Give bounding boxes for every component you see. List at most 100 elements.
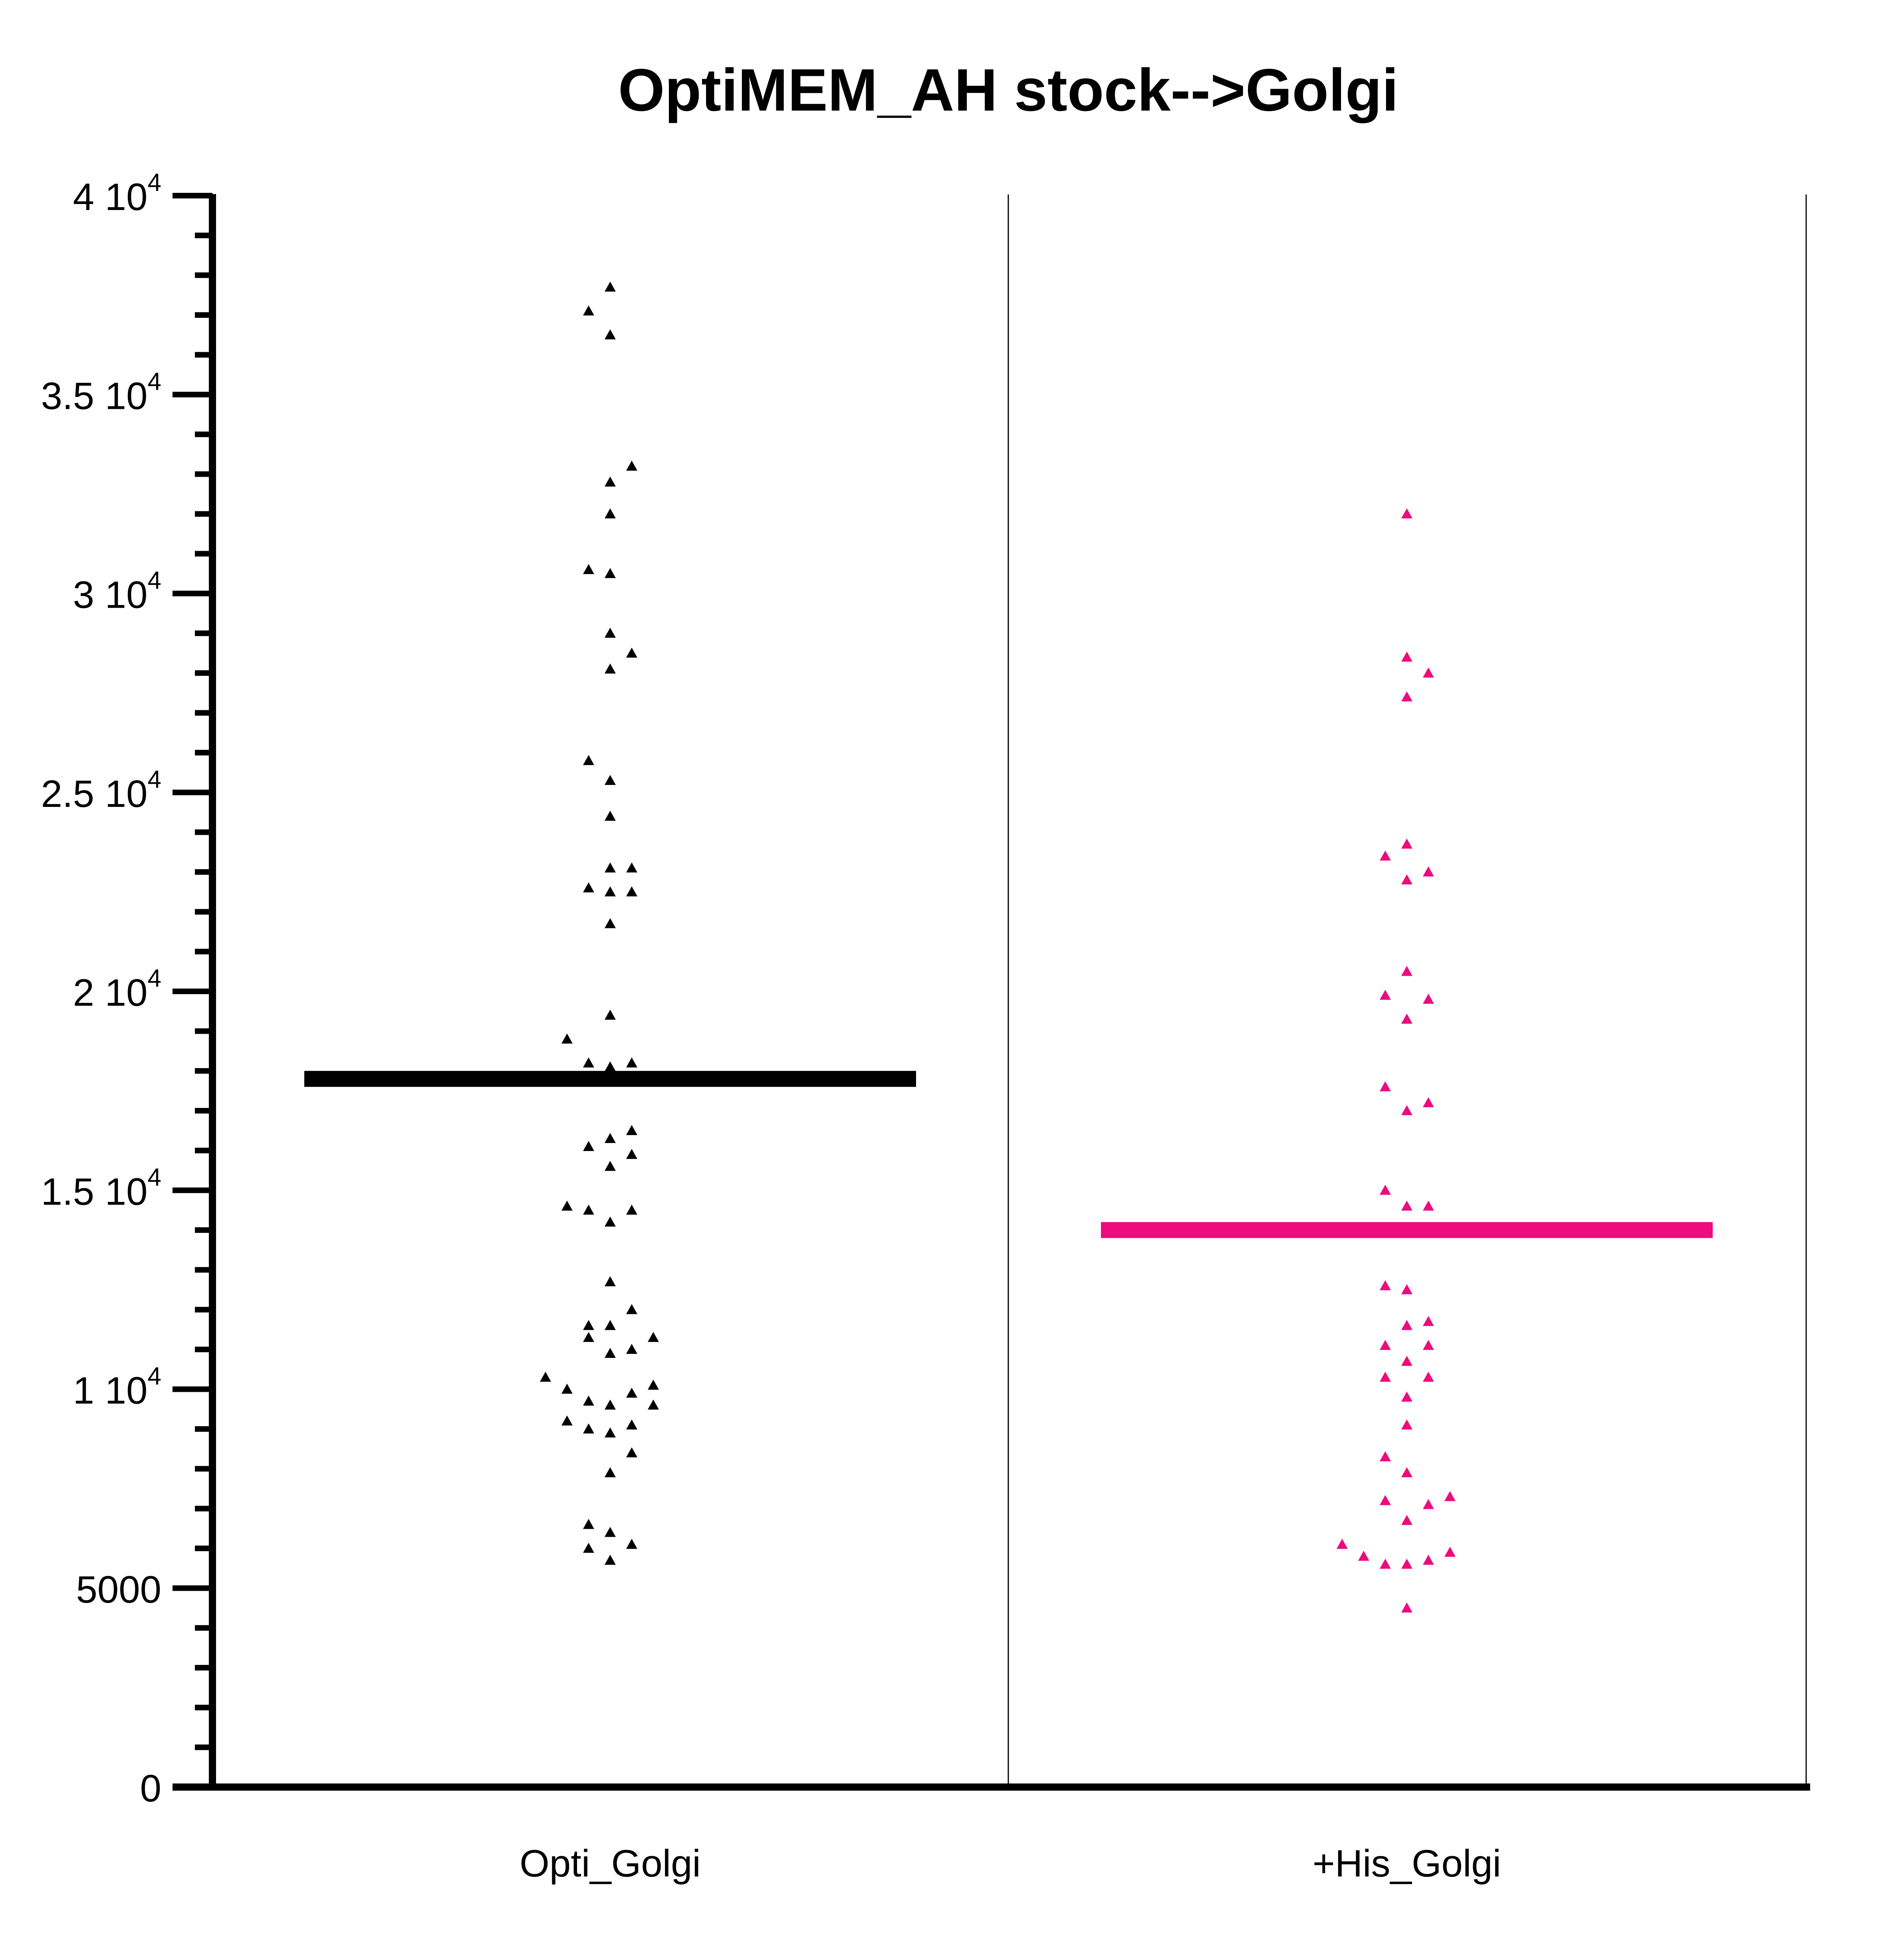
data-point-triangle	[605, 476, 616, 487]
data-point-triangle	[1444, 1547, 1456, 1557]
data-point-triangle	[626, 647, 637, 658]
data-point-triangle	[605, 568, 616, 578]
data-point-triangle	[605, 663, 616, 674]
data-point-triangle	[626, 1447, 637, 1458]
data-point-triangle	[1401, 1391, 1412, 1402]
data-point-triangle	[1401, 1355, 1412, 1366]
data-point-triangle	[561, 1201, 573, 1211]
data-point-triangle	[1337, 1539, 1348, 1549]
data-point-triangle	[583, 1057, 594, 1068]
data-point-triangle	[1401, 651, 1412, 662]
data-point-triangle	[1401, 1515, 1412, 1525]
y-tick-label-mantissa: 0	[140, 1767, 161, 1810]
data-point-triangle	[561, 1415, 573, 1426]
data-point-triangle	[1401, 1419, 1412, 1430]
data-point-triangle	[626, 1343, 637, 1354]
data-point-triangle	[626, 1419, 637, 1430]
data-point-triangle	[605, 281, 616, 292]
data-point-triangle	[626, 1149, 637, 1159]
data-point-triangle	[1380, 1185, 1391, 1195]
data-point-triangle	[1401, 874, 1412, 885]
data-point-triangle	[605, 628, 616, 638]
data-point-triangle	[605, 1427, 616, 1438]
data-point-triangle	[1380, 1371, 1391, 1382]
data-points	[540, 281, 1456, 1613]
data-point-triangle	[1423, 1340, 1434, 1350]
data-point-triangle	[583, 1543, 594, 1553]
y-tick-label-mantissa: 1.5 10	[41, 1170, 148, 1213]
data-point-triangle	[1401, 1105, 1412, 1116]
data-point-triangle	[605, 1161, 616, 1171]
y-tick-label-mantissa: 2 10	[73, 971, 148, 1014]
data-point-triangle	[583, 1519, 594, 1529]
data-point-triangle	[583, 1205, 594, 1215]
y-tick-label: 2 104	[73, 965, 161, 1014]
y-tick-label-exponent: 4	[148, 368, 161, 395]
data-point-triangle	[626, 1304, 637, 1314]
y-tick-label-exponent: 4	[148, 1163, 161, 1191]
x-category-label: Opti_Golgi	[520, 1842, 701, 1885]
data-point-triangle	[648, 1379, 659, 1390]
y-tick-label: 3 104	[73, 567, 161, 616]
y-tick-label: 4 104	[73, 169, 161, 218]
y-tick-label: 5000	[76, 1568, 161, 1611]
data-point-triangle	[605, 886, 616, 897]
data-point-triangle	[1401, 1284, 1412, 1294]
mean-lines	[304, 1071, 1713, 1238]
data-point-triangle	[605, 1399, 616, 1410]
data-point-triangle	[605, 508, 616, 519]
data-point-triangle	[540, 1371, 551, 1382]
data-point-triangle	[605, 1133, 616, 1143]
data-point-triangle	[1423, 667, 1434, 678]
y-tick-label-exponent: 4	[148, 1363, 161, 1390]
data-point-triangle	[583, 882, 594, 893]
y-tick-label-mantissa: 5000	[76, 1568, 161, 1611]
y-tick-label: 1 104	[73, 1363, 161, 1412]
data-point-triangle	[1380, 1451, 1391, 1462]
data-point-triangle	[605, 1320, 616, 1330]
data-point-triangle	[1401, 1320, 1412, 1330]
data-point-triangle	[1380, 1340, 1391, 1350]
data-point-triangle	[1423, 1371, 1434, 1382]
data-point-triangle	[583, 1332, 594, 1342]
data-point-triangle	[1380, 989, 1391, 1000]
data-point-triangle	[583, 1320, 594, 1330]
y-tick-label: 1.5 104	[41, 1163, 161, 1213]
data-point-triangle	[583, 1395, 594, 1406]
data-point-triangle	[1444, 1491, 1456, 1501]
y-tick-label-mantissa: 1 10	[73, 1369, 148, 1412]
data-point-triangle	[605, 1347, 616, 1358]
data-point-triangle	[648, 1332, 659, 1342]
y-tick-label-exponent: 4	[148, 567, 161, 594]
data-point-triangle	[626, 1057, 637, 1068]
data-point-triangle	[605, 329, 616, 339]
data-point-triangle	[626, 862, 637, 873]
data-point-triangle	[626, 886, 637, 897]
data-point-triangle	[1401, 1201, 1412, 1211]
data-point-triangle	[605, 810, 616, 821]
data-point-triangle	[1401, 1602, 1412, 1613]
data-point-triangle	[583, 1423, 594, 1434]
x-axis: Opti_Golgi +His_Golgi	[173, 1783, 1810, 1885]
data-point-triangle	[648, 1399, 659, 1410]
data-point-triangle	[561, 1033, 573, 1044]
data-point-triangle	[1423, 1201, 1434, 1211]
data-point-triangle	[1423, 1097, 1434, 1108]
data-point-triangle	[1423, 1316, 1434, 1326]
data-point-triangle	[605, 775, 616, 785]
data-point-triangle	[605, 1009, 616, 1020]
data-point-triangle	[1380, 1558, 1391, 1569]
data-point-triangle	[1401, 691, 1412, 701]
data-point-triangle	[605, 1061, 616, 1072]
y-tick-label-exponent: 4	[148, 169, 161, 196]
data-point-triangle	[1401, 508, 1412, 519]
panel-dividers	[1008, 194, 1807, 1787]
x-category-label: +His_Golgi	[1313, 1842, 1501, 1885]
data-point-triangle	[626, 1539, 637, 1549]
y-tick-label-mantissa: 4 10	[73, 176, 148, 218]
data-point-triangle	[1401, 1467, 1412, 1477]
data-point-triangle	[626, 460, 637, 471]
